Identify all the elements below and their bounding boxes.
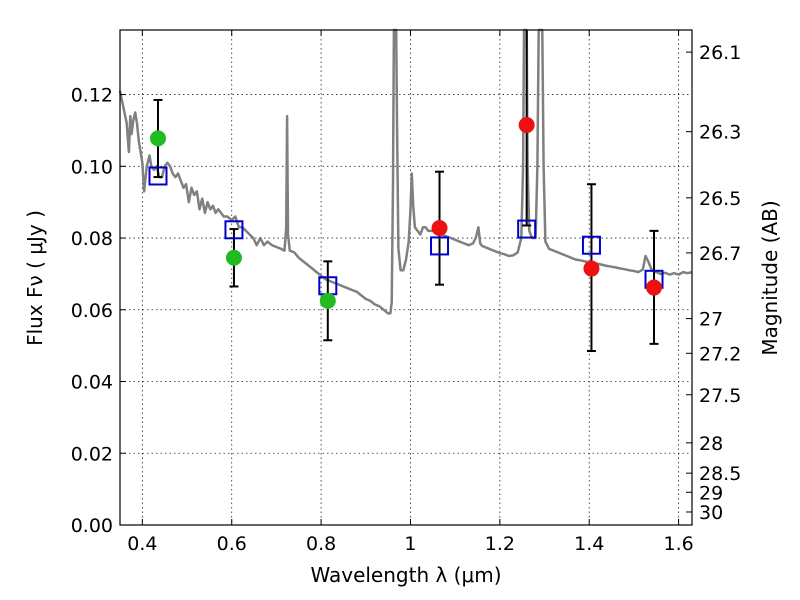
x-tick-label: 1.6	[663, 533, 693, 555]
plot-frame	[119, 29, 693, 526]
x-tick-label: 0.4	[127, 533, 157, 555]
mag-tick-label: 27	[699, 309, 723, 331]
mag-tick-label: 26.1	[699, 42, 741, 64]
observed-point	[431, 220, 448, 236]
x-axis-label: Wavelength λ (μm)	[310, 563, 501, 587]
y-tick-labels: 0.00 0.02 0.04 0.06 0.08 0.10 0.12	[71, 85, 113, 537]
model-photometry-square	[148, 166, 168, 186]
x-tick-labels: 0.4 0.6 0.8 1 1.2 1.4 1.6	[127, 533, 693, 555]
y-tick-label: 0.12	[71, 85, 113, 107]
x-tick-label: 1.2	[485, 533, 515, 555]
y-tick-label: 0.06	[71, 300, 113, 322]
model-photometry-square	[224, 220, 244, 240]
model-photometry-square	[581, 235, 601, 255]
model-spectrum-line	[118, 28, 693, 315]
observed-point	[583, 260, 600, 277]
x-tick-label: 0.6	[217, 533, 247, 555]
observed-points-layer	[149, 117, 663, 309]
y-tick-label: 0.10	[71, 156, 113, 178]
mag-tick-label: 29	[699, 482, 723, 504]
y-axis-label: Flux Fν ( μJy )	[23, 210, 47, 346]
x-tick-label: 0.8	[306, 533, 336, 555]
mag-tick-label: 27.2	[699, 343, 741, 365]
observed-point	[149, 130, 166, 147]
mag-tick-label: 26.5	[699, 188, 741, 210]
observed-point	[646, 279, 663, 296]
observed-point	[225, 249, 242, 266]
mag-tick-label: 27.5	[699, 385, 741, 407]
x-tick-label: 1.4	[574, 533, 604, 555]
model-spectrum-layer	[118, 28, 693, 315]
y-tick-label: 0.04	[71, 372, 113, 394]
x-tick-label: 1	[404, 533, 416, 555]
model-photometry-square	[430, 236, 450, 256]
model-photometry-layer	[148, 166, 664, 296]
grid-lines	[120, 30, 692, 525]
mag-tick-label: 30	[699, 502, 723, 524]
mag-tick-label: 28.5	[699, 463, 741, 485]
observed-point	[518, 117, 535, 134]
axis-ticks	[120, 30, 692, 526]
mag-tick-label: 26.7	[699, 243, 741, 265]
right-axis-label: Magnitude (AB)	[758, 200, 782, 355]
observed-point	[319, 292, 336, 309]
model-photometry-square	[517, 219, 537, 239]
y-tick-label: 0.08	[71, 228, 113, 250]
mag-tick-label: 28	[699, 433, 723, 455]
y-tick-label: 0.02	[71, 443, 113, 465]
mag-tick-label: 26.3	[699, 122, 741, 144]
y-tick-label: 0.00	[71, 515, 113, 537]
error-bars-layer	[153, 30, 659, 353]
